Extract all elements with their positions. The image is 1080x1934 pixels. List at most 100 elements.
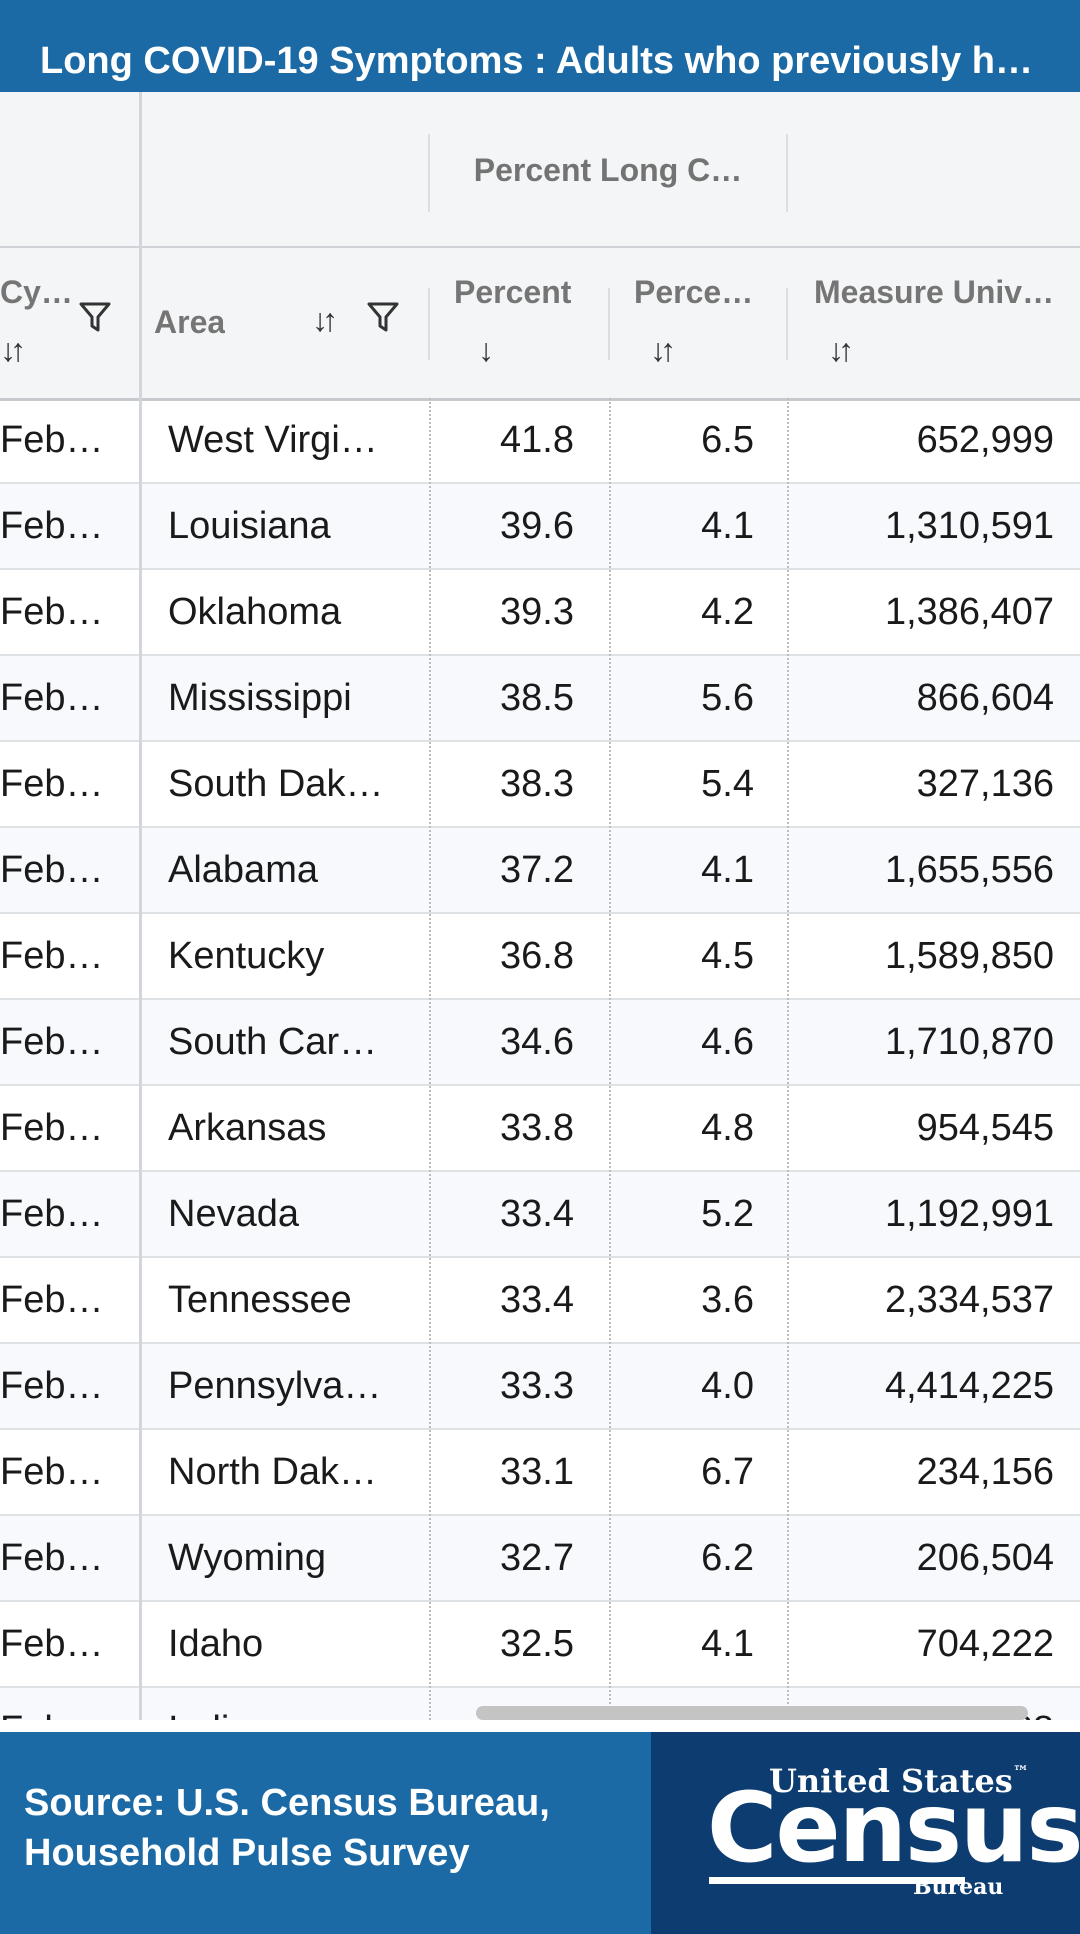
horizontal-scrollbar[interactable] [476, 1706, 1028, 1720]
cell-measure: 206,504 [916, 1537, 1054, 1579]
column-header-row: Cy… ↓↑ Area ↓↑ Percent ↓ Perce… ↓↑ Measu… [0, 248, 1080, 401]
cell-percent: 38.3 [500, 763, 574, 805]
header-separator [428, 288, 430, 360]
column-header-percent[interactable]: Percent ↓ [430, 248, 608, 398]
data-table[interactable]: Percent Long C… Cy… ↓↑ Area ↓↑ Percent ↓… [0, 92, 1080, 1720]
cell-area: Wyoming [168, 1537, 327, 1579]
group-header-percent-long-covid[interactable]: Percent Long C… [473, 152, 743, 188]
cell-percent: 33.1 [500, 1451, 574, 1493]
cell-cycle: Feb… [0, 1107, 104, 1149]
header-separator [786, 288, 788, 360]
table-row[interactable]: Feb… West Virgi… 41.8 6.5 652,999 [0, 398, 1080, 484]
source-line-1: Source: U.S. Census Bureau, [24, 1782, 550, 1824]
table-row[interactable]: Feb… North Dak… 33.1 6.7 234,156 [0, 1430, 1080, 1516]
cell-area: West Virgi… [168, 419, 378, 461]
cell-perce: 4.6 [701, 1021, 754, 1063]
source-note: Source: U.S. Census Bureau, Household Pu… [24, 1778, 644, 1878]
cell-percent: 38.5 [500, 677, 574, 719]
cell-cycle: Feb… [0, 1537, 104, 1579]
cell-percent: 39.3 [500, 591, 574, 633]
group-separator [428, 134, 430, 212]
column-header-measure-universe[interactable]: Measure Univ… ↓↑ [788, 248, 1080, 398]
cell-cycle: Feb… [0, 1365, 104, 1407]
column-divider [429, 398, 431, 1720]
cell-area: Indiana [168, 1688, 422, 1720]
table-row[interactable]: Feb… Idaho 32.5 4.1 704,222 [0, 1602, 1080, 1688]
cell-perce: 4.0 [701, 1365, 754, 1407]
cell-measure: 1,192,991 [884, 1193, 1054, 1235]
logo-census: Census [707, 1772, 1080, 1884]
table-row[interactable]: Feb… Pennsylva… 33.3 4.0 4,414,225 [0, 1344, 1080, 1430]
logo-united-states: United States™ [769, 1762, 1029, 1800]
cell-measure: 1,710,870 [884, 1021, 1054, 1063]
cell-percent: 33.4 [500, 1193, 574, 1235]
group-header-row: Percent Long C… [0, 92, 1080, 248]
cell-cycle: Feb… [0, 763, 104, 805]
column-header-measure-label: Measure Univ… [814, 274, 1055, 310]
column-header-cycle[interactable]: Cy… ↓↑ [0, 248, 140, 398]
table-row[interactable]: Feb… South Dak… 38.3 5.4 327,136 [0, 742, 1080, 828]
census-logo[interactable]: United States™ Census Bureau [651, 1732, 1080, 1934]
cell-measure: 704,222 [916, 1623, 1054, 1665]
cell-area: Idaho [168, 1623, 264, 1665]
column-divider [609, 398, 611, 1720]
table-row[interactable]: Feb… Tennessee 33.4 3.6 2,334,537 [0, 1258, 1080, 1344]
table-row[interactable]: Feb… Alabama 37.2 4.1 1,655,556 [0, 828, 1080, 914]
sort-arrows-icon[interactable]: ↓↑ [312, 302, 338, 338]
column-header-perce[interactable]: Perce… ↓↑ [610, 248, 786, 398]
cell-perce: 4.8 [701, 1107, 754, 1149]
table-row[interactable]: Feb… Oklahoma 39.3 4.2 1,386,407 [0, 570, 1080, 656]
cell-perce: 5.6 [701, 677, 754, 719]
logo-bureau: Bureau [913, 1874, 1004, 1900]
sort-arrows-icon[interactable]: ↓↑ [828, 332, 854, 368]
cell-area: Louisiana [168, 505, 331, 547]
cell-cycle: Feb… [0, 1279, 104, 1321]
cell-area: Arkansas [168, 1107, 327, 1149]
filter-icon[interactable] [78, 300, 112, 334]
column-divider [787, 398, 789, 1720]
cell-perce: 4.1 [701, 849, 754, 891]
cell-percent: 36.8 [500, 935, 574, 977]
cell-percent: 39.6 [500, 505, 574, 547]
cell-percent: 33.8 [500, 1107, 574, 1149]
cell-measure: 1,589,850 [884, 935, 1054, 977]
cell-cycle: Feb… [0, 1688, 136, 1720]
sort-desc-icon[interactable]: ↓ [478, 332, 494, 368]
cell-measure: 954,545 [916, 1107, 1054, 1149]
cell-perce: 3.6 [701, 1279, 754, 1321]
cell-area: Alabama [168, 849, 318, 891]
cell-area: Kentucky [168, 935, 325, 977]
cell-cycle: Feb… [0, 677, 104, 719]
cell-percent: 32.7 [500, 1537, 574, 1579]
sort-arrows-icon[interactable]: ↓↑ [650, 332, 676, 368]
title-bar: Long COVID-19 Symptoms : Adults who prev… [0, 0, 1080, 92]
cell-perce: 6.2 [701, 1537, 754, 1579]
cell-perce: 4.2 [701, 591, 754, 633]
cell-perce: 6.7 [701, 1451, 754, 1493]
cell-perce: 6.5 [701, 419, 754, 461]
cell-percent: 33.3 [500, 1365, 574, 1407]
table-row[interactable]: Feb… Kentucky 36.8 4.5 1,589,850 [0, 914, 1080, 1000]
column-header-area[interactable]: Area ↓↑ [142, 248, 428, 398]
filter-icon[interactable] [366, 300, 400, 334]
cell-percent: 33.4 [500, 1279, 574, 1321]
cell-measure: 652,999 [916, 419, 1054, 461]
cell-cycle: Feb… [0, 1021, 104, 1063]
sort-arrows-icon[interactable]: ↓↑ [0, 332, 26, 368]
cell-cycle: Feb… [0, 1193, 104, 1235]
cell-area: North Dak… [168, 1451, 378, 1493]
cell-measure: 2,334,537 [884, 1279, 1054, 1321]
table-row[interactable]: Feb… Wyoming 32.7 6.2 206,504 [0, 1516, 1080, 1602]
table-row[interactable]: Feb… Arkansas 33.8 4.8 954,545 [0, 1086, 1080, 1172]
table-row[interactable]: Feb… Mississippi 38.5 5.6 866,604 [0, 656, 1080, 742]
frozen-column-divider [139, 92, 142, 1720]
table-row[interactable]: Feb… Nevada 33.4 5.2 1,192,991 [0, 1172, 1080, 1258]
cell-perce: 4.1 [701, 1623, 754, 1665]
cell-cycle: Feb… [0, 591, 104, 633]
cell-measure: 1,655,556 [884, 849, 1054, 891]
column-header-perce-label: Perce… [634, 274, 754, 310]
footer: Source: U.S. Census Bureau, Household Pu… [0, 1732, 1080, 1934]
cell-perce: 5.2 [701, 1193, 754, 1235]
table-row[interactable]: Feb… South Car… 34.6 4.6 1,710,870 [0, 1000, 1080, 1086]
table-row[interactable]: Feb… Louisiana 39.6 4.1 1,310,591 [0, 484, 1080, 570]
